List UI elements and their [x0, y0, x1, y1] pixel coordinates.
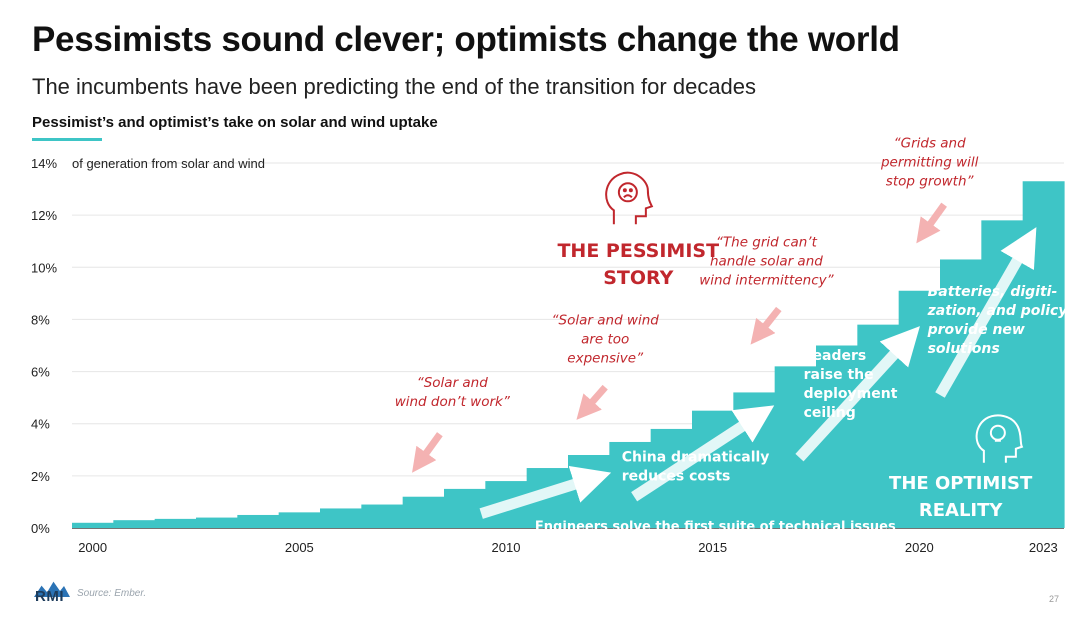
optimist-annotation-technical-line: Engineers solve the first suite of techn…: [535, 520, 896, 535]
y-tick-label: 10%: [31, 260, 57, 275]
eye-right: [628, 188, 633, 193]
optimist-annotation-costs: China dramatically reduces costs: [622, 450, 770, 485]
pessimist-quote-grid-line: wind intermittency”: [699, 272, 834, 288]
optimist-arrow: [935, 227, 1037, 398]
y-tick-label: 0%: [31, 521, 50, 536]
y-tick-label: 4%: [31, 417, 50, 432]
lightbulb-head-icon: [975, 414, 1024, 463]
step-bar: [237, 514, 280, 528]
y-tick-label: 12%: [31, 208, 57, 223]
step-bar: [154, 518, 197, 528]
step-bar: [361, 504, 404, 528]
optimist-annotation-batteries-line: zation, and policy: [927, 303, 1069, 319]
rmi-logo-text: RMI: [35, 588, 64, 605]
optimist-annotation-leaders-line: Leaders: [804, 348, 867, 364]
x-tick-label: 2000: [78, 540, 107, 555]
optimist-annotation-batteries-line: provide new: [927, 322, 1025, 338]
rmi-logo: [34, 580, 70, 597]
pessimist-quote-permitting-line: permitting will: [880, 154, 979, 170]
pessimist-quote-grid-line: “The grid can’t: [716, 234, 818, 250]
step-bar: [444, 488, 486, 528]
pessimist-arrow: [576, 384, 608, 420]
y-tick-label: 14%: [31, 156, 57, 171]
pessimist-quote-grid-line: handle solar and: [710, 253, 823, 269]
x-tick-label: 2015: [698, 540, 727, 555]
page-subtitle: The incumbents have been predicting the …: [32, 74, 757, 99]
optimist-layer: Engineers solve the first suite of techn…: [479, 227, 1069, 535]
sad-head-icon: [605, 171, 654, 225]
x-tick-label: 2020: [905, 540, 934, 555]
x-tick-label: 2023: [1029, 540, 1058, 555]
x-tick-label: 2005: [285, 540, 314, 555]
pessimist-arrow: [916, 202, 947, 244]
optimist-annotation-leaders-line: raise the: [804, 367, 874, 383]
optimist-arrow: [795, 326, 920, 462]
step-bar: [278, 512, 321, 528]
optimist-annotation-leaders-line: ceiling: [804, 405, 856, 421]
step-bar: [568, 455, 610, 528]
optimist-annotation-technical: Engineers solve the first suite of techn…: [535, 520, 896, 535]
eye-left: [622, 188, 627, 193]
pessimist-quote-expensive-line: are too: [581, 332, 629, 348]
pessimist-quote-expensive: “Solar and wind are too expensive”: [552, 313, 660, 367]
step-bar: [402, 496, 445, 528]
pessimist-heading-line: THE PESSIMIST: [557, 240, 719, 262]
pessimist-quote-dont-work-line: wind don’t work”: [395, 394, 511, 410]
x-tick-label: 2010: [492, 540, 521, 555]
chart-title-underline: [32, 138, 102, 141]
y-tick-label: 8%: [31, 312, 50, 327]
chart-title: Pessimist’s and optimist’s take on solar…: [32, 114, 438, 131]
pessimist-quote-permitting-line: stop growth”: [886, 173, 975, 189]
page-title: Pessimists sound clever; optimists chang…: [32, 20, 900, 59]
optimist-heading-line: REALITY: [919, 500, 1004, 521]
optimist-heading-line: THE OPTIMIST: [889, 473, 1033, 494]
step-bar: [320, 508, 362, 528]
pessimist-quote-expensive-line: “Solar and wind: [552, 313, 660, 329]
optimist-annotation-leaders-line: deployment: [804, 386, 898, 402]
face: [617, 182, 638, 203]
pessimist-heading-line: STORY: [603, 267, 673, 289]
step-bar: [72, 522, 114, 528]
optimist-heading: THE OPTIMIST REALITY: [889, 473, 1033, 521]
optimist-annotation-batteries: Batteries, digiti-zation, and policy prov…: [927, 284, 1069, 357]
pessimist-quote-grid: “The grid can’t handle solar and wind inte…: [699, 234, 834, 288]
optimist-annotation-batteries-line: Batteries, digiti-: [928, 284, 1058, 300]
pessimist-quote-dont-work: “Solar and wind don’t work”: [395, 375, 511, 410]
pessimist-heading: THE PESSIMIST STORY: [557, 240, 719, 289]
head-outline: [975, 414, 1024, 463]
head-outline: [605, 171, 654, 225]
optimist-arrow: [631, 405, 775, 502]
pessimist-arrow: [412, 432, 443, 473]
step-bar: [113, 520, 156, 528]
frown: [623, 194, 633, 199]
optimist-annotation-leaders: Leaders raise the deployment ceiling: [804, 348, 898, 421]
pessimist-quote-permitting: “Grids and permitting will stop growth”: [880, 135, 979, 189]
optimist-arrow: [479, 465, 612, 519]
source-note: Source: Ember.: [77, 588, 147, 599]
page-number: 27: [1048, 594, 1059, 604]
pessimist-arrow: [750, 306, 782, 345]
optimist-annotation-batteries-line: solutions: [928, 341, 1000, 357]
y-axis-label: of generation from solar and wind: [72, 156, 265, 171]
y-tick-label: 6%: [31, 365, 50, 380]
pessimist-quote-expensive-line: expensive”: [567, 351, 644, 367]
pessimist-quote-dont-work-line: “Solar and: [417, 375, 489, 391]
y-tick-label: 2%: [31, 469, 50, 484]
pessimist-quote-permitting-line: “Grids and: [894, 135, 966, 151]
step-bar: [196, 517, 238, 528]
optimist-annotation-costs-line: China dramatically: [622, 450, 770, 466]
optimist-annotation-costs-line: reduces costs: [622, 469, 731, 485]
